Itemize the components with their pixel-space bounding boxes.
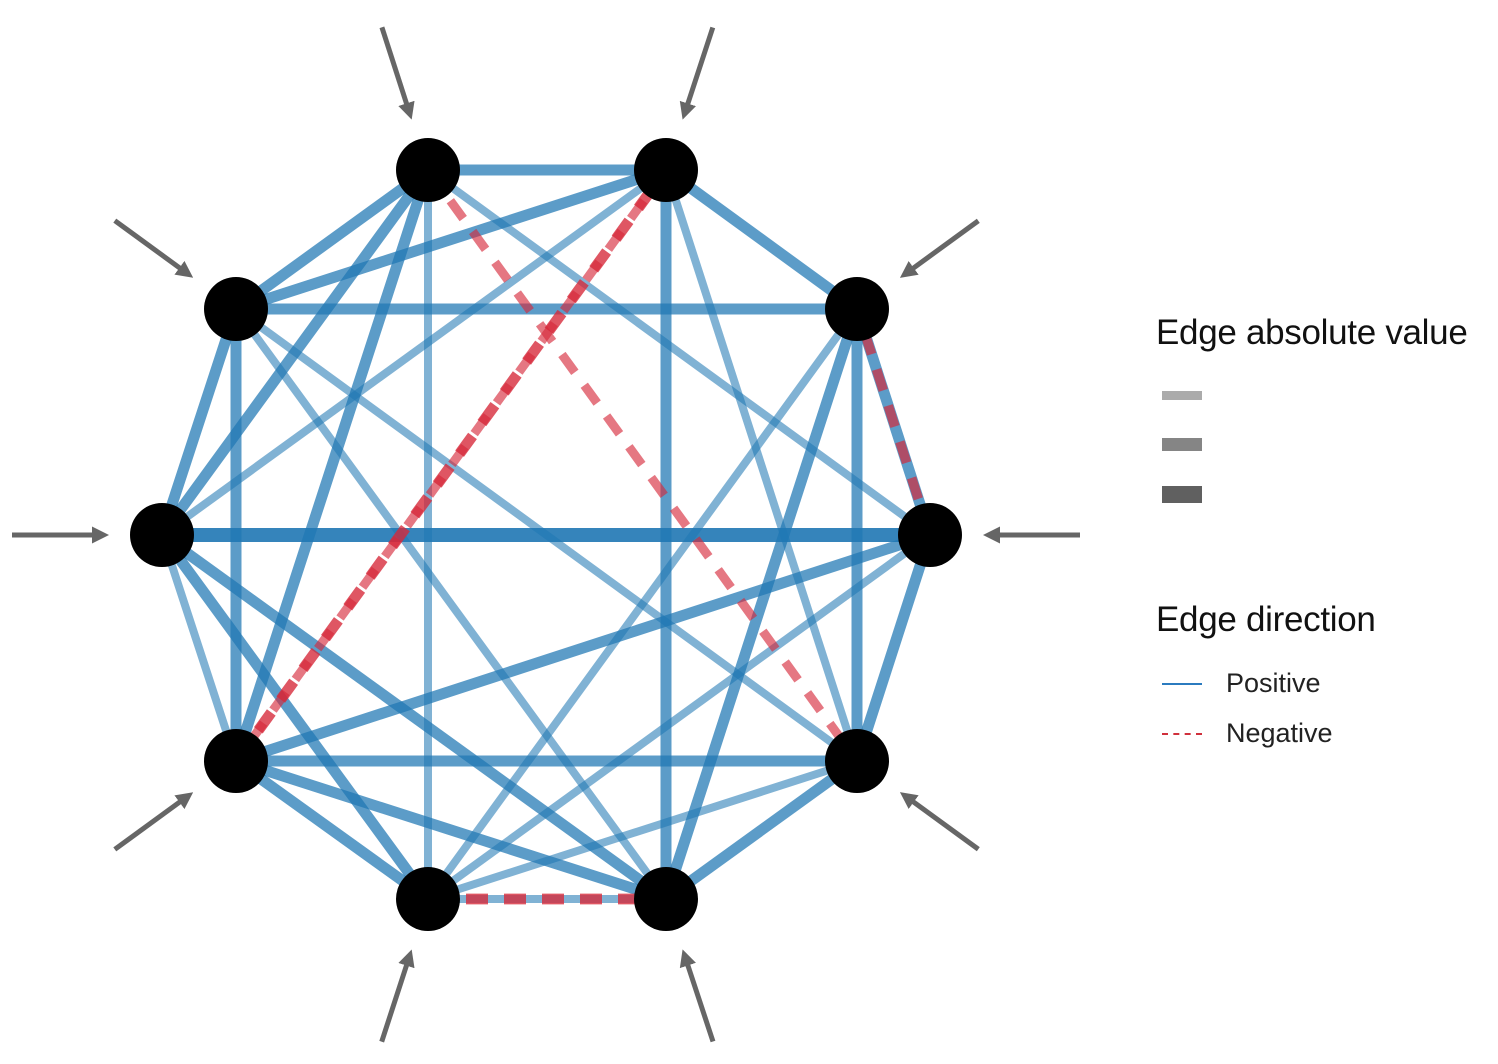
edge-positive-n9-n10 — [158, 533, 240, 763]
edge-negative-n3-n9 — [232, 167, 670, 764]
input-arrow-n3 — [679, 26, 716, 120]
edge-positive-n1-n6 — [233, 305, 860, 765]
legend-absolute-value-title: Edge absolute value — [1156, 313, 1468, 352]
legend-direction-title: Edge direction — [1156, 600, 1376, 639]
edge-positive-n8-n9 — [232, 756, 432, 904]
input-arrow-n4 — [899, 218, 980, 278]
edge-positive-n3-n6 — [662, 168, 861, 763]
edge-positive-n1-n2 — [232, 165, 432, 314]
edge-positive-n1-n10 — [156, 307, 242, 537]
edge-positive-n3-n4 — [662, 165, 861, 314]
legend-negative-line — [1162, 733, 1202, 735]
edge-positive-n10-n3 — [159, 166, 669, 539]
input-arrow-n2 — [379, 26, 415, 120]
legend-positive-label: Positive — [1226, 668, 1321, 698]
input-arrow-n9 — [113, 792, 194, 852]
edge-positive-n9-n5 — [234, 529, 932, 767]
legend-absolute-mid-swatch — [1162, 438, 1202, 451]
node-n1 — [204, 277, 268, 341]
edge-positive-n2-n9 — [230, 168, 434, 763]
edge-positive-n4-n8 — [424, 306, 861, 902]
node-n9 — [204, 729, 268, 793]
legend-negative-item: Negative — [1156, 718, 1376, 748]
edge-positive-n5-n6 — [851, 533, 936, 763]
node-n10 — [130, 503, 194, 567]
edges-layer — [156, 164, 936, 905]
node-n8 — [396, 867, 460, 931]
legend-absolute-high-swatch — [1162, 486, 1202, 503]
nodes-layer — [130, 138, 962, 931]
edge-positive-n1-n7 — [232, 306, 670, 902]
edge-positive-n8-n10 — [157, 531, 433, 903]
node-n7 — [634, 867, 698, 931]
edge-positive-n6-n8 — [426, 757, 859, 903]
input-arrow-n8 — [379, 949, 415, 1043]
edge-positive-n4-n7 — [660, 307, 863, 901]
edge-positive-n2-n5 — [425, 166, 933, 539]
legend-positive-item: Positive — [1156, 668, 1376, 698]
edge-positive-n7-n9 — [234, 755, 668, 905]
edge-positive-n6-n7 — [662, 756, 861, 904]
node-n3 — [634, 138, 698, 202]
edge-negative-n2-n6 — [424, 167, 861, 764]
edge-positive-n7-n10 — [158, 530, 670, 904]
input-arrow-n7 — [679, 949, 716, 1043]
edge-negative-n5-n4 — [852, 307, 935, 537]
input-arrows-layer — [12, 26, 1080, 1043]
edge-positive-n1-n3 — [234, 164, 668, 315]
node-n5 — [898, 503, 962, 567]
edge-positive-n10-n2 — [157, 166, 433, 539]
input-arrow-n1 — [113, 218, 194, 278]
edge-positive-n5-n8 — [425, 531, 933, 903]
legend-negative-label: Negative — [1226, 718, 1333, 748]
input-arrow-n6 — [899, 792, 980, 852]
legend-absolute-low-swatch — [1162, 391, 1202, 400]
legend-positive-line — [1162, 683, 1202, 685]
node-n2 — [396, 138, 460, 202]
node-n6 — [825, 729, 889, 793]
node-n4 — [825, 277, 889, 341]
